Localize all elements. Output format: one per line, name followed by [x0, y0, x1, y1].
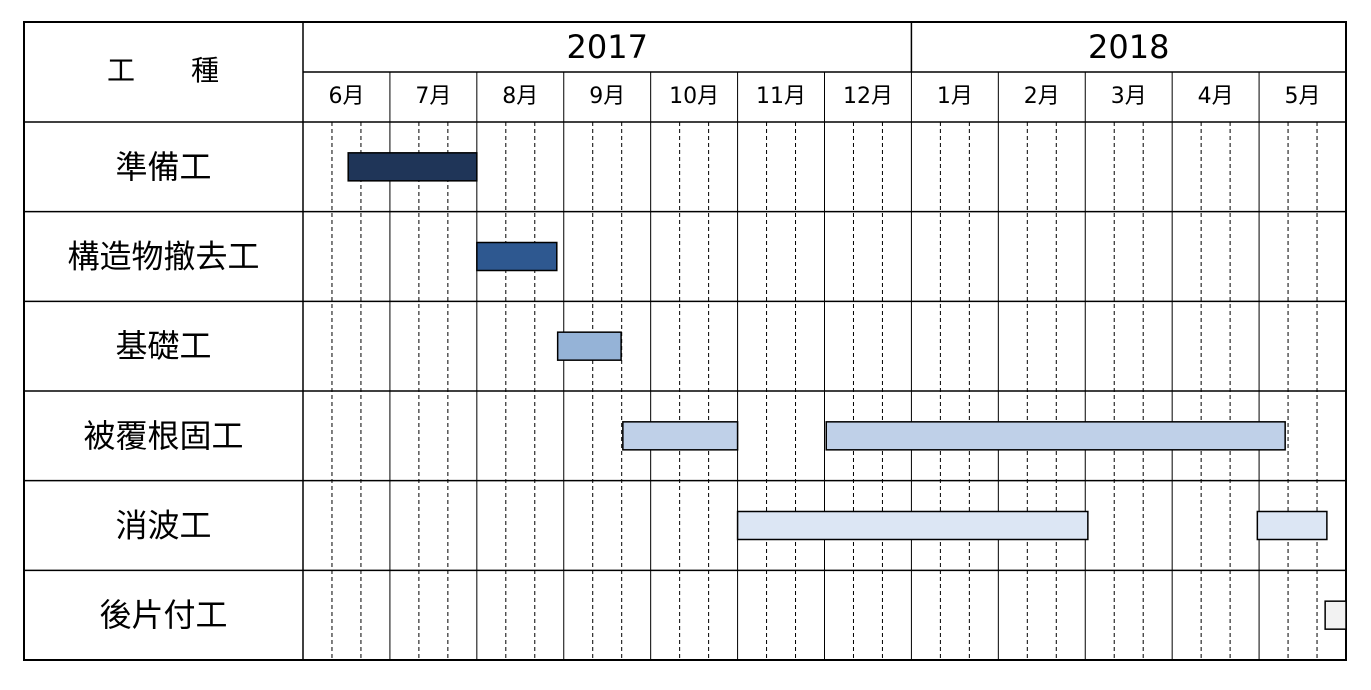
year-label: 2017 [566, 28, 647, 66]
task-name: 構造物撤去工 [67, 238, 259, 276]
task-name: 消波工 [115, 507, 211, 545]
task-name: 後片付工 [99, 596, 227, 634]
task-bar [1324, 600, 1347, 630]
task-bar [476, 241, 558, 272]
task-bar [736, 510, 1089, 541]
month-label: 9月 [589, 84, 625, 109]
task-bar [556, 331, 622, 361]
month-label: 10月 [669, 84, 719, 109]
header-label: 工 種 [107, 54, 219, 87]
task-bar [347, 152, 478, 182]
month-label: 4月 [1198, 84, 1234, 109]
month-label: 11月 [756, 84, 806, 109]
year-label: 2018 [1088, 28, 1169, 66]
month-label: 3月 [1111, 84, 1147, 109]
task-name: 基礎工 [115, 327, 211, 365]
task-name: 準備工 [115, 148, 211, 186]
task-bar [1256, 510, 1328, 541]
task-bar [825, 421, 1286, 451]
month-label: 5月 [1285, 84, 1321, 109]
month-label: 12月 [843, 84, 893, 109]
table-border [23, 21, 1347, 661]
task-bar [622, 421, 739, 451]
month-label: 8月 [502, 84, 538, 109]
month-label: 1月 [937, 84, 973, 109]
task-name: 被覆根固工 [83, 417, 243, 455]
month-label: 6月 [328, 84, 364, 109]
month-label: 7月 [415, 84, 451, 109]
month-label: 2月 [1024, 84, 1060, 109]
